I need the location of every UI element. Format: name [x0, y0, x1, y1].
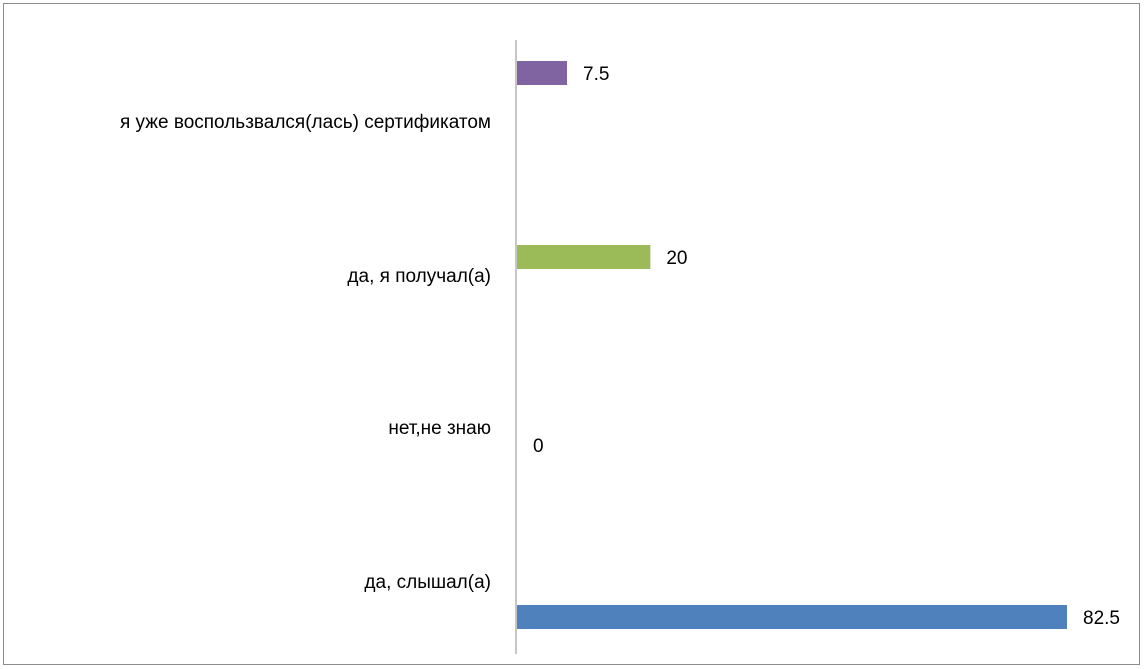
- category-label-1: да, слышал(а): [364, 572, 491, 593]
- value-label-2: 0: [533, 436, 544, 457]
- bar-4: [517, 61, 567, 85]
- category-label-3: да, я получал(а): [347, 266, 491, 287]
- value-label-1: 82.5: [1083, 608, 1120, 629]
- bar-1: [517, 605, 1067, 629]
- bar-chart: да, слышал(а) нет,не знаю да, я получал(а)…: [120, 40, 1120, 654]
- category-labels-layer: да, слышал(а) нет,не знаю да, я получал(а)…: [120, 112, 491, 593]
- bar-3: [517, 245, 651, 269]
- bars-layer: [517, 61, 1067, 629]
- category-label-2: нет,не знаю: [388, 418, 491, 439]
- category-label-4: я уже воспользвался(лась) сертификатом: [120, 112, 491, 133]
- chart-frame: да, слышал(а) нет,не знаю да, я получал(а)…: [3, 3, 1140, 665]
- value-labels-layer: 82.5 0 20 7.5: [533, 64, 1120, 629]
- value-label-4: 7.5: [583, 64, 609, 85]
- value-label-3: 20: [666, 248, 687, 269]
